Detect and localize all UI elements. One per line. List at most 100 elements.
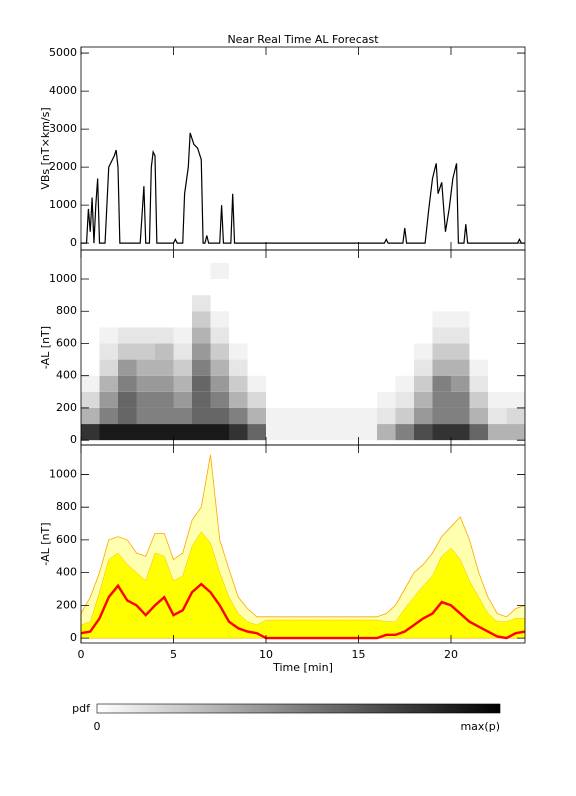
heat-cell	[395, 359, 414, 376]
heat-cell	[155, 375, 174, 392]
heat-cell	[155, 424, 174, 441]
heat-cell	[118, 262, 137, 280]
y-tick-label: 0	[70, 631, 77, 644]
heat-cell	[266, 262, 285, 280]
heat-cell	[229, 359, 248, 376]
heat-cell	[229, 407, 248, 425]
heat-cell	[192, 295, 211, 312]
heat-cell	[432, 407, 451, 425]
heat-cell	[247, 279, 266, 296]
heat-cell	[136, 279, 155, 296]
heat-cell	[192, 343, 211, 360]
plot-frame	[80, 444, 526, 644]
heat-cell	[451, 407, 470, 425]
heat-cell	[488, 359, 507, 376]
heat-cell	[229, 279, 248, 296]
heat-cell	[340, 375, 359, 392]
heat-cell	[81, 343, 100, 360]
heat-cell	[136, 375, 155, 392]
heat-cell	[395, 295, 414, 312]
heat-cell	[173, 343, 192, 360]
heat-cell	[266, 327, 285, 344]
heat-cell	[303, 424, 322, 441]
heat-cell	[136, 327, 155, 344]
heat-cell	[506, 359, 525, 376]
heat-cell	[192, 262, 211, 280]
heat-cell	[284, 295, 303, 312]
heat-cell	[488, 327, 507, 344]
heat-cell	[414, 424, 433, 441]
heat-cell	[155, 295, 174, 312]
heat-cell	[266, 407, 285, 425]
heat-cell	[210, 343, 229, 360]
heat-cell	[173, 424, 192, 441]
heat-cell	[99, 311, 118, 328]
heat-cell	[340, 295, 359, 312]
x-tick-label: 5	[170, 648, 177, 661]
heat-cell	[284, 407, 303, 425]
heat-cell	[99, 343, 118, 360]
heat-cell	[506, 375, 525, 392]
heat-cell	[506, 295, 525, 312]
heat-cell	[136, 359, 155, 376]
y-tick-label: 1000	[49, 272, 77, 285]
heat-cell	[469, 295, 488, 312]
heat-cell	[173, 295, 192, 312]
heat-cell	[99, 407, 118, 425]
heat-cell	[81, 262, 100, 280]
heat-cell	[266, 343, 285, 360]
heat-cell	[210, 359, 229, 376]
x-tick-label: 0	[78, 648, 85, 661]
heat-cell	[136, 262, 155, 280]
heat-cell	[451, 375, 470, 392]
heat-cell	[451, 359, 470, 376]
heat-cell	[155, 343, 174, 360]
heat-cell	[377, 327, 396, 344]
heat-cell	[192, 311, 211, 328]
heat-cell	[377, 279, 396, 296]
heat-cell	[506, 424, 525, 441]
heat-cell	[358, 311, 377, 328]
heat-cell	[303, 279, 322, 296]
heat-cell	[432, 375, 451, 392]
heat-cell	[488, 343, 507, 360]
heat-cell	[118, 407, 137, 425]
heat-cell	[99, 295, 118, 312]
heat-cell	[247, 391, 266, 408]
heat-cell	[358, 359, 377, 376]
heat-cell	[118, 279, 137, 296]
y-tick-label: 4000	[49, 84, 77, 97]
heat-cell	[395, 327, 414, 344]
heat-cell	[81, 279, 100, 296]
heat-cell	[266, 359, 285, 376]
heat-cell	[173, 359, 192, 376]
heat-cell	[136, 391, 155, 408]
heat-cell	[99, 359, 118, 376]
heat-cell	[506, 391, 525, 408]
heat-cell	[229, 391, 248, 408]
heat-cell	[99, 262, 118, 280]
heat-cell	[266, 279, 285, 296]
heat-cell	[340, 424, 359, 441]
heat-cell	[284, 262, 303, 280]
y-tick-label: 5000	[49, 46, 77, 59]
heat-cell	[229, 343, 248, 360]
colorbar-min: 0	[94, 720, 101, 733]
heat-cell	[358, 262, 377, 280]
heat-cell	[118, 424, 137, 441]
heat-cell	[451, 279, 470, 296]
heat-cell	[488, 311, 507, 328]
heat-cell	[192, 424, 211, 441]
heat-cell	[192, 375, 211, 392]
heat-cell	[340, 262, 359, 280]
heat-cell	[377, 262, 396, 280]
heat-cell	[303, 375, 322, 392]
heat-cell	[469, 262, 488, 280]
heat-cell	[321, 279, 340, 296]
heat-cell	[358, 375, 377, 392]
heat-cell	[99, 375, 118, 392]
heat-cell	[266, 391, 285, 408]
heat-cell	[81, 359, 100, 376]
heat-cell	[118, 295, 137, 312]
heat-cell	[340, 359, 359, 376]
